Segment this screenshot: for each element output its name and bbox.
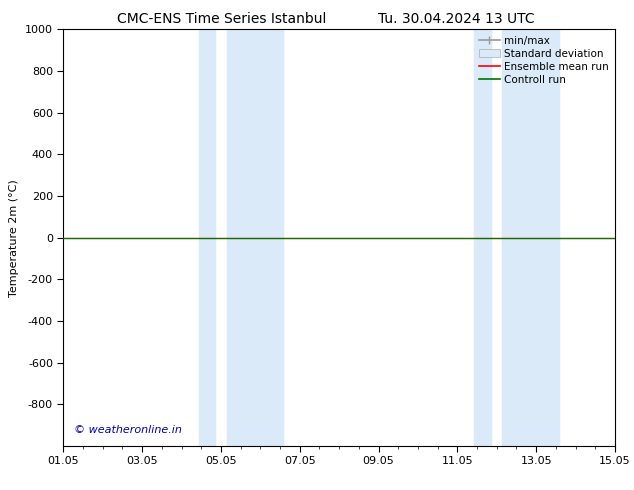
Bar [226,29,283,446]
Text: © weatheronline.in: © weatheronline.in [74,425,183,435]
Bar [474,29,491,446]
Legend: min/max, Standard deviation, Ensemble mean run, Controll run: min/max, Standard deviation, Ensemble me… [475,31,613,89]
Text: Tu. 30.04.2024 13 UTC: Tu. 30.04.2024 13 UTC [378,12,535,26]
Bar [502,29,559,446]
Text: CMC-ENS Time Series Istanbul: CMC-ENS Time Series Istanbul [117,12,327,26]
Y-axis label: Temperature 2m (°C): Temperature 2m (°C) [10,179,20,296]
Bar [198,29,216,446]
